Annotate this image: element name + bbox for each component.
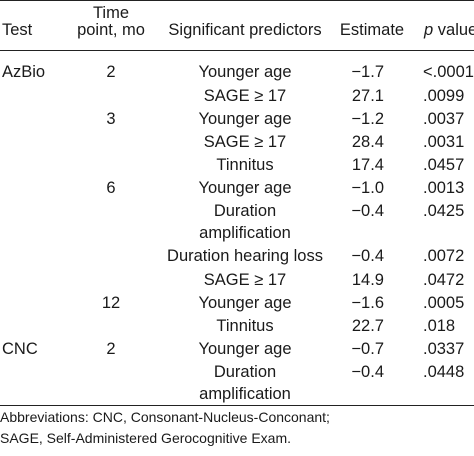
cell-time-point: 2 [106, 340, 116, 358]
cell-estimate: −0.7 [351, 340, 384, 358]
cell-p-value: .0072 [423, 247, 465, 265]
cell-p-value: .0005 [423, 294, 465, 312]
cell-predictor: Younger age [198, 340, 292, 358]
header-estimate: Estimate [339, 21, 405, 39]
cell-predictor: Duration [213, 202, 277, 220]
cell-predictor: SAGE ≥ 17 [203, 271, 287, 289]
header-p-value: p value [424, 20, 474, 40]
cell-predictor: Duration hearing loss [167, 247, 323, 265]
footnote-line1: Abbreviations: CNC, Consonant-Nucleus-Co… [0, 409, 330, 425]
cell-estimate: 28.4 [351, 133, 384, 151]
cell-time-point: 12 [101, 294, 121, 312]
cell-time-point: 2 [106, 63, 116, 81]
cell-estimate: −1.7 [351, 63, 384, 81]
cell-p-value: <.0001 [423, 63, 474, 81]
cell-test: CNC [2, 340, 38, 358]
cell-predictor-line2: amplification [199, 224, 291, 242]
cell-estimate: −0.4 [351, 247, 384, 265]
cell-estimate: 22.7 [351, 317, 384, 335]
cell-estimate: −0.4 [351, 202, 384, 220]
cell-estimate: 17.4 [351, 156, 384, 174]
table-bottom-rule [0, 405, 474, 406]
cell-time-point: 6 [106, 179, 116, 197]
cell-p-value: .0472 [423, 271, 465, 289]
cell-estimate: −1.2 [351, 110, 384, 128]
cell-p-value: .0099 [423, 87, 465, 105]
header-test: Test [2, 21, 33, 39]
cell-predictor: SAGE ≥ 17 [203, 133, 287, 151]
cell-predictor: Tinnitus [216, 156, 274, 174]
cell-predictor: Duration [213, 363, 277, 381]
cell-estimate: −1.0 [351, 179, 384, 197]
cell-p-value: .0448 [423, 363, 465, 381]
cell-predictor: Younger age [198, 63, 292, 81]
cell-estimate: −1.6 [351, 294, 384, 312]
header-time-line1: Time [92, 4, 130, 22]
footnote-line2: SAGE, Self-Administered Gerocognitive Ex… [0, 430, 292, 446]
cell-test: AzBio [2, 63, 46, 81]
cell-estimate: 27.1 [351, 87, 384, 105]
cell-predictor: SAGE ≥ 17 [203, 87, 287, 105]
cell-p-value: .0037 [423, 110, 465, 128]
cell-predictor: Younger age [198, 179, 292, 197]
cell-estimate: −0.4 [351, 363, 384, 381]
header-p-letter: p [424, 21, 434, 39]
cell-time-point: 3 [106, 110, 116, 128]
cell-p-value: .0425 [423, 202, 465, 220]
header-bottom-rule [0, 50, 474, 51]
cell-p-value: .0337 [423, 340, 465, 358]
cell-predictor-line2: amplification [199, 385, 291, 403]
cell-predictor: Tinnitus [216, 317, 274, 335]
cell-p-value: .0031 [423, 133, 465, 151]
table-top-rule [0, 0, 474, 1]
header-predictors: Significant predictors [168, 21, 322, 39]
cell-predictor: Younger age [198, 294, 292, 312]
header-time-line2: point, mo [77, 21, 145, 39]
cell-p-value: .0013 [423, 179, 465, 197]
cell-p-value: .018 [423, 317, 456, 335]
cell-p-value: .0457 [423, 156, 465, 174]
cell-predictor: Younger age [198, 110, 292, 128]
cell-estimate: 14.9 [351, 271, 384, 289]
header-p-rest: value [433, 21, 474, 39]
